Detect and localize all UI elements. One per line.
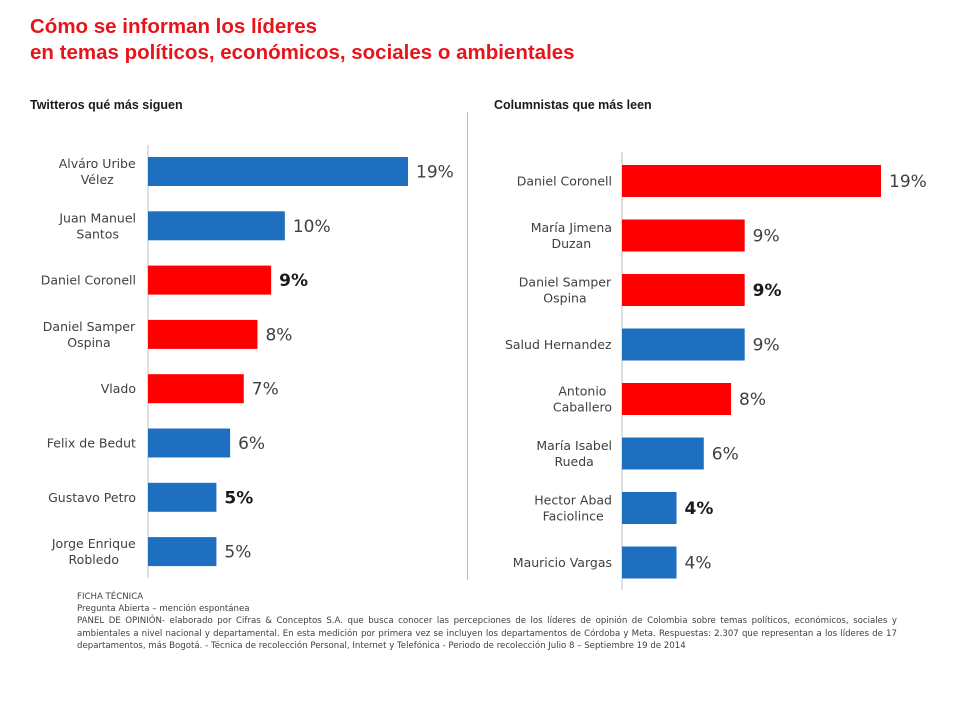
left-bar-chart: 19% Alváro Uribe Vélez 10% Juan Manuel Santos… <box>41 145 454 578</box>
left-bar-4 <box>148 374 244 404</box>
left-value-label-7: 5% <box>224 543 251 563</box>
right-category-label-1: María Jimena Duzan <box>531 220 612 251</box>
left-category-label-5: Felix de Bedut <box>47 436 136 451</box>
right-category-label-5: María Isabel Rueda <box>536 438 612 469</box>
left-value-label-1: 10% <box>293 217 331 237</box>
right-bar-7 <box>622 546 677 579</box>
left-value-label-6: 5% <box>224 488 253 508</box>
right-bar-6 <box>622 492 677 524</box>
left-bar-6 <box>148 482 217 512</box>
left-category-label-4: Vlado <box>101 381 136 396</box>
left-bar-0 <box>148 157 408 186</box>
left-value-label-3: 8% <box>265 325 292 345</box>
left-bar-1 <box>148 211 285 241</box>
left-category-label-0: Alváro Uribe Vélez <box>59 156 136 187</box>
right-bar-3 <box>622 328 745 361</box>
right-category-label-4: Antonio Caballero <box>553 384 612 415</box>
right-value-label-7: 4% <box>685 554 712 574</box>
right-chart-title: Columnistas que más leen <box>494 98 652 112</box>
left-value-label-0: 19% <box>416 163 454 183</box>
left-category-label-3: Daniel Samper Ospina <box>43 319 136 350</box>
title-line-1: Cómo se informan los líderes <box>30 15 318 38</box>
right-value-label-5: 6% <box>712 445 739 465</box>
left-value-label-2: 9% <box>279 271 308 291</box>
panel-divider <box>467 112 468 580</box>
right-value-label-2: 9% <box>753 281 782 301</box>
left-category-label-6: Gustavo Petro <box>48 490 136 505</box>
right-category-label-7: Mauricio Vargas <box>513 555 612 570</box>
right-value-label-4: 8% <box>739 390 766 410</box>
right-bar-0 <box>622 165 881 197</box>
left-value-label-5: 6% <box>238 434 265 454</box>
right-value-label-1: 9% <box>753 227 780 247</box>
page-title: Cómo se informan los líderes en temas po… <box>30 14 575 66</box>
right-value-label-0: 19% <box>889 172 927 192</box>
left-value-label-4: 7% <box>252 380 279 400</box>
left-bar-3 <box>148 319 258 349</box>
footer-question: Pregunta Abierta – mención espontánea <box>77 604 250 615</box>
right-bar-chart: 19% Daniel Coronell 9% María Jimena Duzan 9% D… <box>505 152 927 590</box>
right-value-label-6: 4% <box>685 499 714 519</box>
right-bar-5 <box>622 437 704 470</box>
left-category-label-7: Jorge Enrique Robledo <box>51 536 136 567</box>
right-value-label-3: 9% <box>753 336 780 356</box>
right-bar-1 <box>622 219 745 252</box>
right-bar-2 <box>622 274 745 306</box>
footer-body: PANEL DE OPINIÓN- elaborado por Cifras &… <box>77 616 897 651</box>
left-category-label-1: Juan Manuel Santos <box>58 210 136 241</box>
technical-sheet: FICHA TÉCNICA Pregunta Abierta – mención… <box>77 591 897 652</box>
left-bar-5 <box>148 428 231 458</box>
footer-heading: FICHA TÉCNICA <box>77 592 144 602</box>
title-line-2: en temas políticos, económicos, sociales… <box>30 41 575 64</box>
left-bar-7 <box>148 537 217 567</box>
right-category-label-0: Daniel Coronell <box>517 174 612 189</box>
right-category-label-6: Hector Abad Faciolince <box>534 493 612 524</box>
left-bar-2 <box>148 265 272 295</box>
left-chart-title: Twitteros qué más siguen <box>30 98 183 112</box>
right-category-label-2: Daniel Samper Ospina <box>519 275 612 306</box>
right-category-label-3: Salud Hernandez <box>505 337 612 352</box>
left-category-label-2: Daniel Coronell <box>41 273 136 288</box>
right-bar-4 <box>622 383 732 415</box>
